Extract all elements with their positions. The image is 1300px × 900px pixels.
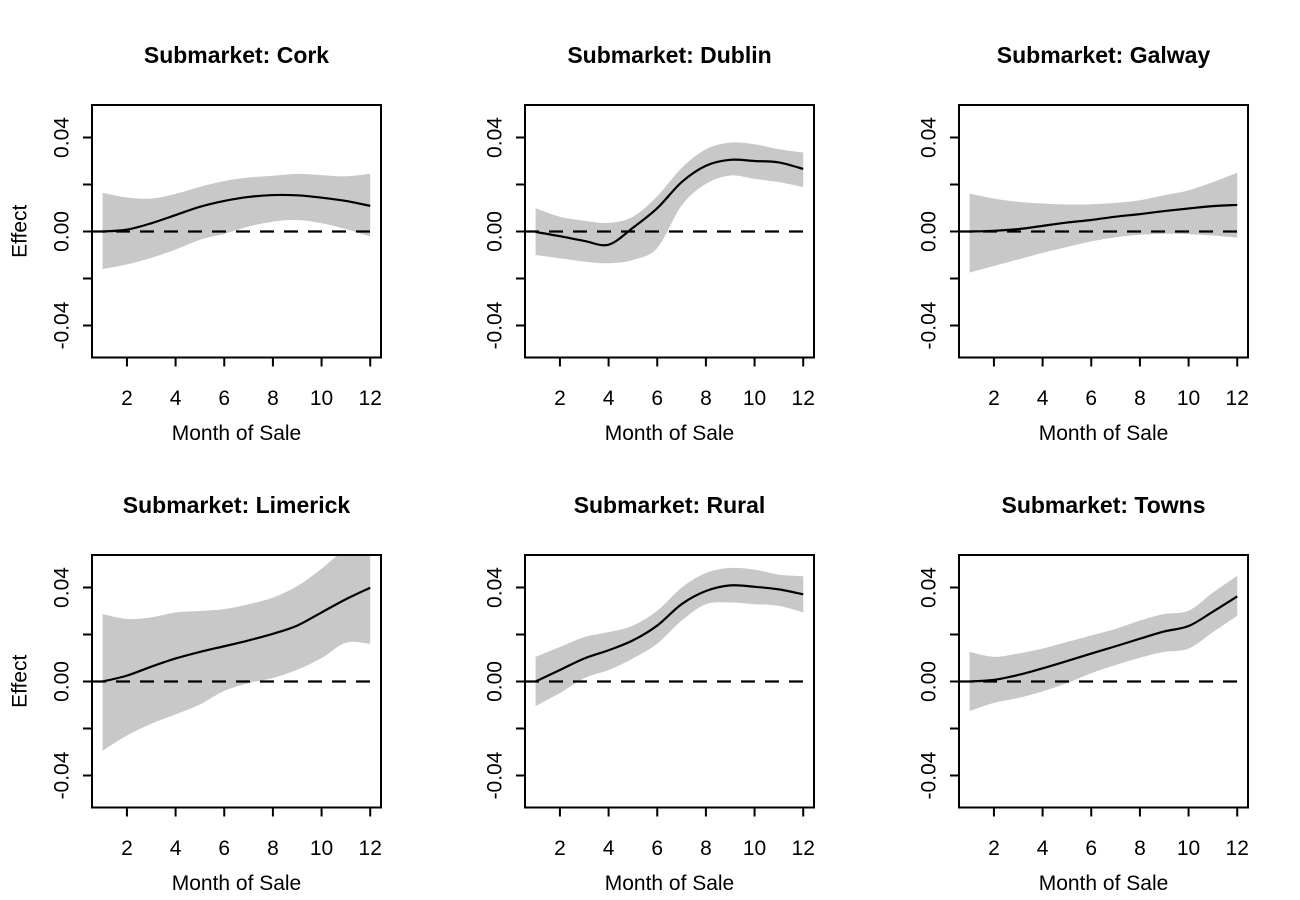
y-tick-label: -0.04 [484, 301, 507, 349]
x-axis-title: Month of Sale [172, 872, 301, 895]
plot-svg-galway: 2 4 6 8 10 12 -0.04 0.00 0.04 Month of Sale Submar… [917, 42, 1249, 445]
x-tick-label: 6 [218, 387, 230, 410]
y-tick-label: 0.04 [917, 567, 940, 608]
y-tick-label: 0.00 [484, 661, 507, 702]
panel-title: Submarket: Rural [574, 492, 766, 518]
panel-title: Submarket: Dublin [568, 42, 772, 68]
y-tick-label: 0.00 [917, 661, 940, 702]
x-tick-label: 2 [121, 387, 133, 410]
plot-border [957, 104, 1249, 359]
y-tick-label: 0.04 [917, 117, 940, 158]
x-tick-label: 2 [554, 387, 566, 410]
plot-border [524, 104, 816, 359]
x-tick-label: 10 [743, 837, 766, 860]
plot-border [957, 554, 1249, 809]
confidence-band [969, 575, 1237, 712]
y-tick-label: 0.04 [484, 567, 507, 608]
x-tick-label: 12 [1225, 837, 1248, 860]
submarket-panel-cork: 2 4 6 8 10 12 -0.04 0.00 0.04 Month of Sale Effect… [0, 0, 433, 450]
x-tick-label: 12 [1225, 387, 1248, 410]
x-tick-label: 6 [652, 837, 664, 860]
x-tick-label: 12 [359, 387, 382, 410]
y-tick-label: 0.00 [50, 211, 73, 252]
x-tick-label: 6 [1085, 387, 1097, 410]
smooth-fit-line [102, 193, 371, 233]
x-axis-title: Month of Sale [1038, 422, 1168, 445]
plot-svg-rural: 2 4 6 8 10 12 -0.04 0.00 0.04 Month of Sale Submar… [484, 492, 816, 895]
confidence-band [969, 172, 1237, 273]
x-axis-title: Month of Sale [605, 872, 734, 895]
x-tick-label: 4 [603, 387, 615, 410]
y-tick-label: -0.04 [50, 751, 73, 799]
y-tick-label: 0.04 [50, 117, 73, 158]
submarket-panel-dublin: 2 4 6 8 10 12 -0.04 0.00 0.04 Month of Sale Submar… [433, 0, 866, 450]
x-tick-label: 8 [1134, 837, 1146, 860]
x-tick-label: 4 [1036, 387, 1048, 410]
x-axis-title: Month of Sale [605, 422, 734, 445]
x-tick-label: 10 [743, 387, 766, 410]
x-tick-label: 12 [359, 837, 382, 860]
plot-border [524, 554, 816, 809]
x-tick-label: 6 [1085, 837, 1097, 860]
y-tick-label: -0.04 [484, 751, 507, 799]
x-tick-label: 2 [554, 837, 566, 860]
y-tick-label: 0.00 [917, 211, 940, 252]
x-tick-label: 4 [170, 837, 182, 860]
y-tick-label: -0.04 [50, 301, 73, 349]
smooth-fit-line [535, 158, 804, 247]
x-tick-label: 8 [700, 837, 712, 860]
smooth-fit-line [535, 584, 804, 683]
submarket-panel-rural: 2 4 6 8 10 12 -0.04 0.00 0.04 Month of Sale Submar… [433, 450, 866, 900]
plot-svg-dublin: 2 4 6 8 10 12 -0.04 0.00 0.04 Month of Sale Submar… [484, 42, 816, 445]
y-tick-label: -0.04 [917, 751, 940, 799]
x-tick-label: 6 [218, 837, 230, 860]
x-tick-label: 10 [1177, 837, 1200, 860]
x-tick-label: 12 [792, 837, 815, 860]
x-axis-title: Month of Sale [172, 422, 301, 445]
x-tick-label: 2 [988, 837, 1000, 860]
panel-title: Submarket: Towns [1001, 492, 1205, 518]
confidence-band [102, 555, 371, 751]
x-tick-label: 8 [267, 387, 279, 410]
confidence-band [102, 173, 371, 270]
y-axis-title: Effect [8, 204, 31, 257]
x-tick-label: 12 [792, 387, 815, 410]
x-tick-label: 8 [267, 837, 279, 860]
x-tick-label: 4 [1036, 837, 1048, 860]
confidence-band [535, 567, 804, 707]
y-tick-label: 0.04 [484, 117, 507, 158]
x-tick-label: 10 [310, 837, 333, 860]
confidence-band [535, 142, 804, 264]
plot-svg-towns: 2 4 6 8 10 12 -0.04 0.00 0.04 Month of Sale Submar… [917, 492, 1249, 895]
submarket-panel-galway: 2 4 6 8 10 12 -0.04 0.00 0.04 Month of Sale Submar… [867, 0, 1300, 450]
y-tick-label: 0.04 [50, 567, 73, 608]
x-tick-label: 10 [1177, 387, 1200, 410]
x-tick-label: 2 [988, 387, 1000, 410]
x-tick-label: 8 [700, 387, 712, 410]
plot-svg-cork: 2 4 6 8 10 12 -0.04 0.00 0.04 Month of Sale Effect… [8, 42, 382, 445]
x-tick-label: 10 [310, 387, 333, 410]
x-tick-label: 4 [603, 837, 615, 860]
y-tick-label: 0.00 [50, 661, 73, 702]
x-tick-label: 2 [121, 837, 133, 860]
submarket-panel-limerick: 2 4 6 8 10 12 -0.04 0.00 0.04 Month of Sale Effect… [0, 450, 433, 900]
smooth-fit-line [102, 586, 371, 683]
panel-title: Submarket: Galway [996, 42, 1210, 68]
y-tick-label: 0.00 [484, 211, 507, 252]
smooth-fit-line [969, 203, 1237, 233]
y-tick-label: -0.04 [917, 301, 940, 349]
smooth-fit-line [969, 595, 1238, 683]
x-tick-label: 4 [170, 387, 182, 410]
panel-title: Submarket: Limerick [123, 492, 351, 518]
y-axis-title: Effect [8, 654, 31, 707]
panel-title: Submarket: Cork [144, 42, 329, 68]
submarket-panel-towns: 2 4 6 8 10 12 -0.04 0.00 0.04 Month of Sale Submar… [867, 450, 1300, 900]
x-tick-label: 8 [1134, 387, 1146, 410]
x-tick-label: 6 [652, 387, 664, 410]
plot-svg-limerick: 2 4 6 8 10 12 -0.04 0.00 0.04 Month of Sale Effect… [8, 492, 382, 895]
x-axis-title: Month of Sale [1038, 872, 1168, 895]
